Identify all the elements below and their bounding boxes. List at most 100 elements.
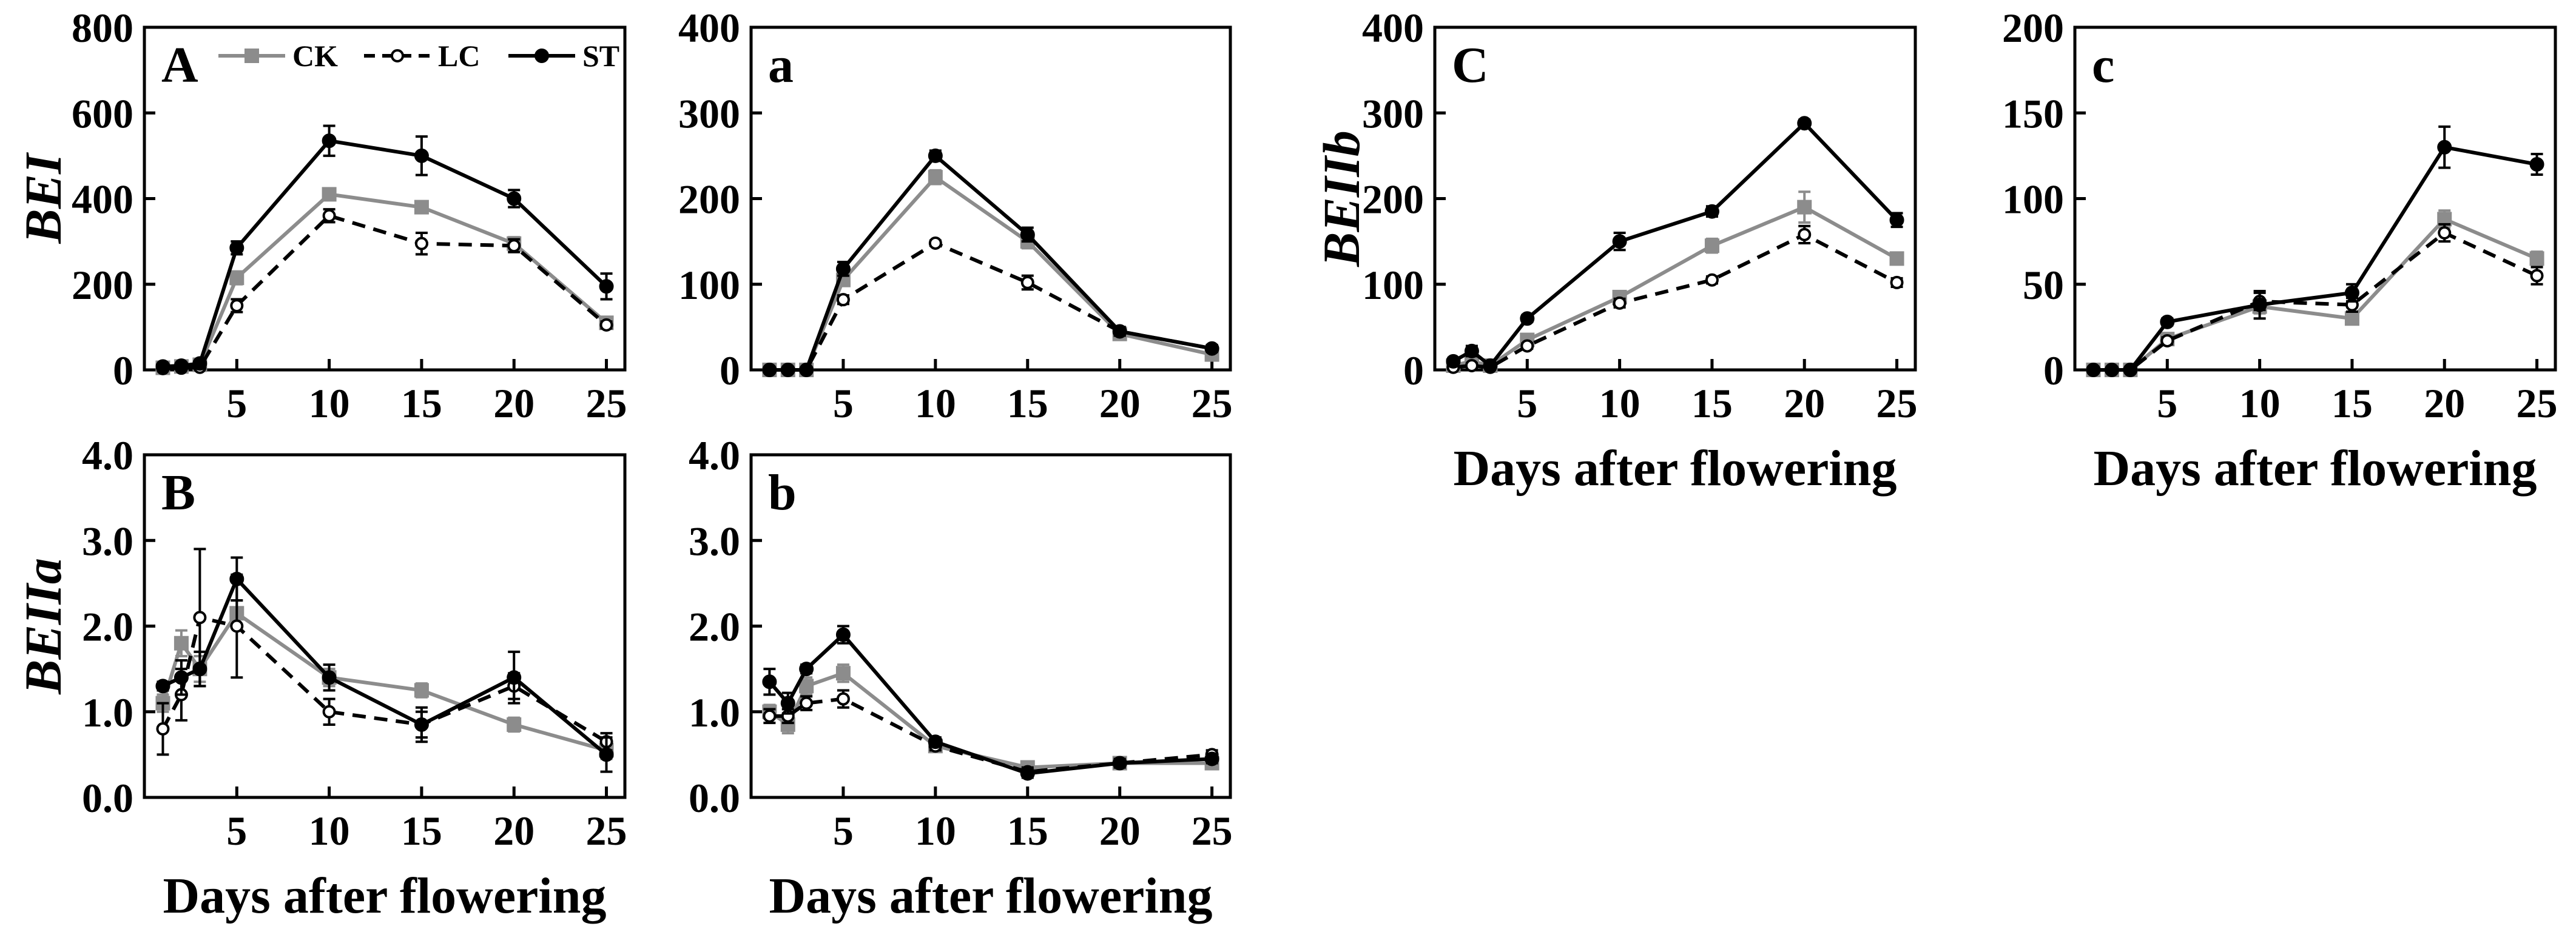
y-tick-label: 200 <box>1362 176 1424 223</box>
legend-item-CK: CK <box>218 39 338 73</box>
panel-label: B <box>161 464 195 521</box>
x-tick-label: 5 <box>226 808 247 854</box>
x-tick-label: 15 <box>2332 380 2373 426</box>
x-tick-label: 15 <box>1691 380 1733 426</box>
data-point <box>2437 139 2452 155</box>
panel-c: 0 50 100 150 200 5 10 15 20 25 c Days after floweri… <box>2002 5 2558 497</box>
y-tick-label: 3.0 <box>82 518 133 564</box>
data-point <box>174 636 189 651</box>
data-point <box>1612 234 1627 249</box>
data-point <box>799 679 814 694</box>
series-line <box>1452 205 1898 368</box>
series-ST <box>1446 116 1904 373</box>
data-point <box>1613 296 1627 310</box>
y-tick-label: 50 <box>2023 262 2064 308</box>
plot-frame <box>749 25 1232 372</box>
data-point <box>1797 116 1812 131</box>
data-point <box>928 734 943 750</box>
data-point <box>800 696 814 710</box>
data-point <box>507 670 522 685</box>
data-point <box>1483 358 1498 373</box>
data-point <box>2160 334 2174 347</box>
data-point <box>1889 212 1904 227</box>
data-point <box>230 299 244 313</box>
legend-marker <box>244 49 259 63</box>
data-point <box>1520 339 1534 353</box>
series-line <box>2093 230 2538 372</box>
series-LC <box>1446 224 1904 374</box>
series-ST <box>2086 125 2544 377</box>
x-axis-label: Days after flowering <box>2094 440 2537 497</box>
panel-label: a <box>768 37 794 93</box>
data-point <box>322 209 336 223</box>
legend: CK LC ST <box>218 39 619 73</box>
x-tick-label: 25 <box>1192 808 1233 854</box>
data-point <box>2529 251 2544 266</box>
data-point <box>414 717 429 732</box>
data-point <box>799 363 814 377</box>
series-line <box>768 632 1212 776</box>
series-LC <box>2086 223 2544 377</box>
data-point <box>928 148 943 163</box>
data-point <box>599 747 614 762</box>
data-point <box>507 191 522 206</box>
x-tick-label: 25 <box>2517 380 2558 426</box>
data-point <box>230 619 244 633</box>
y-tick-label: 4.0 <box>689 432 740 478</box>
data-point <box>193 611 207 625</box>
data-point <box>762 674 777 689</box>
data-point <box>1020 275 1034 289</box>
series-LC <box>156 208 613 375</box>
data-point <box>507 717 522 732</box>
y-tick-label: 600 <box>72 90 133 136</box>
y-tick-label: 300 <box>678 90 740 136</box>
data-point <box>1204 341 1219 356</box>
x-tick-label: 20 <box>1099 808 1141 854</box>
series-line <box>2093 145 2538 372</box>
data-point <box>1520 311 1535 326</box>
data-point <box>835 666 851 681</box>
y-tick-label: 400 <box>72 176 133 223</box>
x-tick-label: 25 <box>586 808 627 854</box>
y-tick-label: 0 <box>720 347 740 394</box>
data-point <box>1890 275 1904 289</box>
legend-marker <box>391 49 404 62</box>
data-point <box>1704 204 1719 219</box>
y-tick-label: 2.0 <box>82 604 133 650</box>
data-point <box>2438 226 2452 240</box>
x-tick-label: 15 <box>401 808 442 854</box>
legend-label: LC <box>438 39 480 73</box>
data-point <box>1204 751 1219 766</box>
panel-b: 0.0 1.0 2.0 3.0 4.0 5 10 15 20 25 b Days after flow… <box>689 432 1233 924</box>
x-tick-label: 25 <box>1192 380 1233 426</box>
data-point <box>1446 354 1461 369</box>
x-tick-label: 20 <box>2424 380 2465 426</box>
data-point <box>229 571 244 586</box>
x-tick-label: 20 <box>493 380 534 426</box>
data-point <box>192 356 207 371</box>
y-tick-label: 1.0 <box>82 689 133 736</box>
data-point <box>2529 157 2544 172</box>
series-line <box>769 241 1213 372</box>
data-point <box>174 358 189 373</box>
y-tick-label: 0 <box>2043 347 2064 394</box>
data-point <box>1112 324 1127 339</box>
data-point <box>762 363 777 377</box>
data-point <box>2104 363 2119 377</box>
data-point <box>2530 269 2544 283</box>
data-point <box>928 170 943 185</box>
x-tick-label: 5 <box>226 380 247 426</box>
x-tick-label: 10 <box>309 380 350 426</box>
y-axis-label: BEIIa <box>14 558 72 695</box>
x-tick-label: 10 <box>2239 380 2281 426</box>
y-tick-label: 400 <box>678 5 740 51</box>
series-ST <box>762 625 1219 781</box>
panel-label: C <box>1452 37 1489 93</box>
x-tick-label: 20 <box>1099 380 1141 426</box>
series-LC <box>156 548 613 756</box>
data-point <box>174 670 189 685</box>
x-tick-label: 10 <box>915 808 956 854</box>
data-point <box>192 662 207 677</box>
x-tick-label: 5 <box>833 808 854 854</box>
series-line <box>1453 232 1898 369</box>
